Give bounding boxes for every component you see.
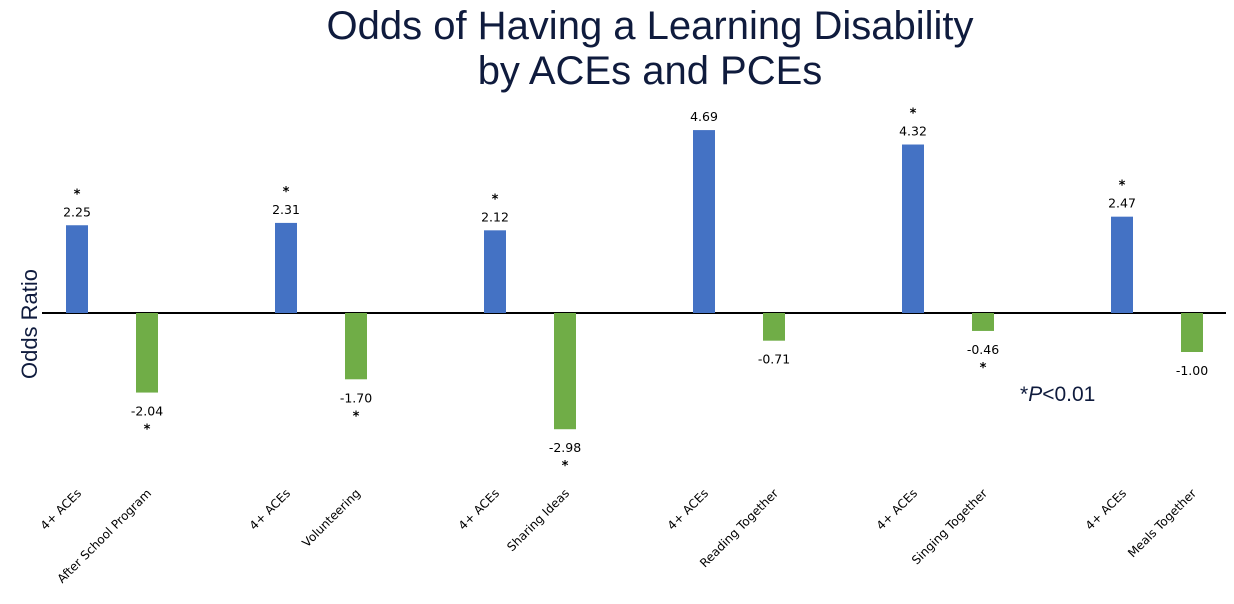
significance-star: *	[980, 361, 987, 376]
data-label: -0.71	[758, 352, 790, 367]
x-tick-label: Volunteering	[299, 486, 363, 550]
x-tick-label: Sharing Ideas	[504, 486, 572, 554]
data-label: -1.00	[1176, 363, 1208, 378]
significance-star: *	[144, 423, 151, 438]
bar-pces	[1181, 313, 1203, 352]
x-tick-label: 4+ ACEs	[38, 486, 84, 532]
chart-title-line-1: Odds of Having a Learning Disability	[326, 4, 974, 48]
significance-star: *	[74, 187, 81, 202]
bar-aces	[275, 222, 297, 313]
bar-aces	[693, 130, 715, 313]
bar-pces	[345, 313, 367, 380]
bar-pces	[972, 313, 994, 331]
significance-star: *	[353, 409, 360, 424]
significance-star: *	[492, 192, 499, 207]
chart-title-line-2: by ACEs and PCEs	[477, 49, 823, 93]
data-label: -2.98	[549, 440, 581, 455]
bar-aces	[484, 230, 506, 313]
bar-pces	[554, 313, 576, 430]
data-label: 4.69	[690, 109, 718, 124]
significance-star: *	[283, 185, 290, 200]
x-tick-label: Singing Together	[909, 486, 990, 567]
note-star: *	[1020, 383, 1029, 406]
data-label: 2.31	[272, 202, 300, 217]
data-label: 2.12	[481, 209, 509, 224]
bar-pces	[763, 313, 785, 341]
bar-aces	[902, 144, 924, 313]
bar-pces	[136, 313, 158, 393]
data-label: -2.04	[131, 404, 163, 419]
x-tick-label: 4+ ACEs	[665, 486, 711, 532]
bar-aces	[1111, 216, 1133, 313]
x-tick-label: Meals Together	[1125, 486, 1199, 560]
note-threshold: <0.01	[1042, 383, 1096, 406]
x-tick-label: 4+ ACEs	[247, 486, 293, 532]
x-tick-label: 4+ ACEs	[874, 486, 920, 532]
x-tick-label: Reading Together	[697, 486, 781, 570]
significance-note: *P<0.01	[1020, 383, 1095, 407]
data-label: 2.47	[1108, 196, 1136, 211]
significance-star: *	[1119, 179, 1126, 194]
bar-aces	[66, 225, 88, 313]
x-tick-label: 4+ ACEs	[456, 486, 502, 532]
data-label: -0.46	[967, 342, 999, 357]
chart-title: Odds of Having a Learning Disability by …	[0, 4, 1234, 94]
data-label: 4.32	[899, 124, 927, 139]
x-tick-label: 4+ ACEs	[1083, 486, 1129, 532]
significance-star: *	[910, 107, 917, 122]
note-p: P	[1028, 383, 1043, 406]
data-label: 2.25	[63, 204, 91, 219]
data-label: -1.70	[340, 390, 372, 405]
significance-star: *	[562, 459, 569, 474]
